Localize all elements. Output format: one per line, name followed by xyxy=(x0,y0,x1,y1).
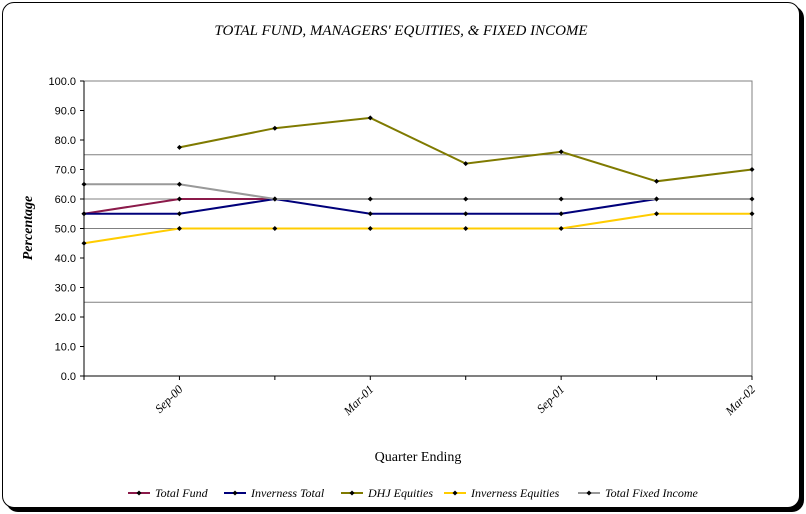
data-point xyxy=(367,211,373,217)
data-point xyxy=(558,149,564,155)
legend-label: DHJ Equities xyxy=(367,486,433,500)
y-tick-label: 30.0 xyxy=(55,283,76,295)
data-point xyxy=(176,211,182,217)
series-line xyxy=(179,116,753,183)
data-point xyxy=(463,196,469,202)
data-point xyxy=(558,196,564,202)
chart-title: TOTAL FUND, MANAGERS' EQUITIES, & FIXED … xyxy=(214,23,587,39)
legend-marker xyxy=(136,490,142,496)
data-point xyxy=(176,226,182,231)
data-point xyxy=(463,161,469,167)
data-point xyxy=(272,196,278,202)
legend-label: Inverness Equities xyxy=(470,486,560,500)
y-tick-label: 40.0 xyxy=(55,253,76,265)
data-point xyxy=(176,181,182,187)
data-point xyxy=(749,196,755,202)
legend-marker xyxy=(452,490,458,496)
chart-frame xyxy=(2,2,800,508)
data-point xyxy=(558,211,564,217)
y-tick-label: 90.0 xyxy=(55,106,76,118)
legend-marker xyxy=(232,490,238,496)
data-point xyxy=(81,181,87,187)
y-tick-label: 10.0 xyxy=(55,342,76,354)
legend-marker xyxy=(349,490,355,496)
y-tick-label: 80.0 xyxy=(55,135,76,147)
data-point xyxy=(463,211,469,217)
data-point xyxy=(81,240,87,246)
x-tick-label: Sep-01 xyxy=(534,382,567,415)
legend: Total Fund Inverness Total DHJ Equities Inv… xyxy=(128,486,699,500)
x-tick-label: Sep-00 xyxy=(152,382,185,415)
y-axis-title: Percentage xyxy=(21,196,36,261)
data-point xyxy=(176,196,182,202)
y-tick-label: 20.0 xyxy=(55,312,76,324)
y-tick-label: 0.0 xyxy=(61,371,76,383)
legend-label: Total Fund xyxy=(155,486,209,500)
data-point xyxy=(176,144,182,150)
data-point xyxy=(81,211,87,217)
data-point xyxy=(654,196,660,202)
y-tick-label: 100.0 xyxy=(48,76,76,88)
series-line xyxy=(83,212,752,245)
y-tick-label: 70.0 xyxy=(55,165,76,177)
data-point xyxy=(367,196,373,202)
y-tick-label: 60.0 xyxy=(55,194,76,206)
x-tick-label: Mar-02 xyxy=(722,382,758,418)
data-point xyxy=(558,226,564,231)
x-tick-label: Mar-01 xyxy=(340,382,376,418)
data-point xyxy=(654,211,660,217)
data-point xyxy=(272,125,278,131)
data-point xyxy=(749,211,755,217)
data-point xyxy=(272,226,278,231)
x-axis-title: Quarter Ending xyxy=(375,450,462,465)
y-tick-label: 50.0 xyxy=(55,224,76,236)
data-point xyxy=(367,115,373,121)
legend-marker xyxy=(586,490,592,496)
series-line xyxy=(84,183,752,200)
data-point xyxy=(367,226,373,231)
plot-area: 0.0 10.0 20.0 30.0 40.0 50.0 60.0 70.0 80.0 90.0 1… xyxy=(48,76,758,419)
legend-label: Inverness Total xyxy=(250,486,325,500)
legend-label: Total Fixed Income xyxy=(605,486,699,500)
data-point xyxy=(749,167,755,172)
data-point xyxy=(654,178,660,184)
data-point xyxy=(463,226,469,231)
